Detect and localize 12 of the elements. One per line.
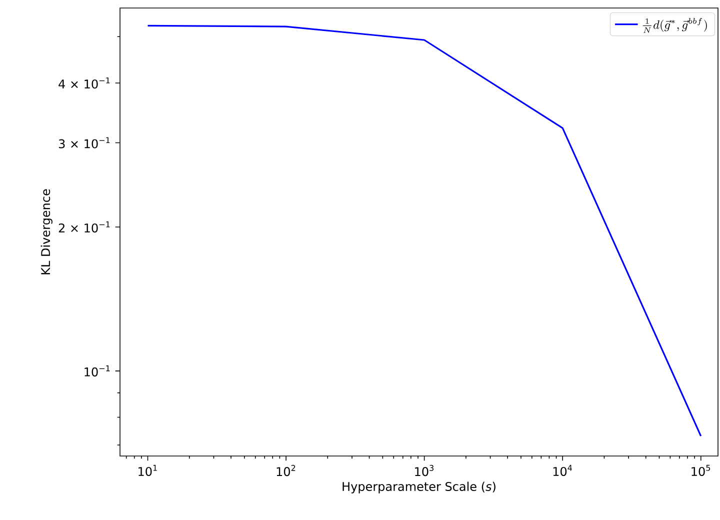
y-tick-label: 3 × 10$^{−1}$: [58, 137, 110, 148]
x-tick-label: 10$^{5}$: [692, 464, 710, 476]
x-axis-title: Hyperparameter Scale (s): [342, 482, 496, 494]
y-tick-label: 10$^{−1}$: [84, 365, 110, 376]
x-tick-label: 10$^{4}$: [553, 464, 572, 476]
legend-label: $\frac{1}{N}d(\vec{g}^{*},\vec{g}^{bbf})$: [642, 18, 707, 33]
y-axis-title: KL Divergence: [40, 189, 52, 274]
y-tick-label: 2 × 10$^{−1}$: [58, 221, 110, 233]
y-tick-label: 4 × 10$^{−1}$: [58, 77, 110, 89]
x-tick-label: 10$^{3}$: [415, 464, 434, 476]
x-tick-label: 10$^{2}$: [276, 464, 296, 476]
x-tick-label: 10$^{1}$: [138, 464, 157, 476]
